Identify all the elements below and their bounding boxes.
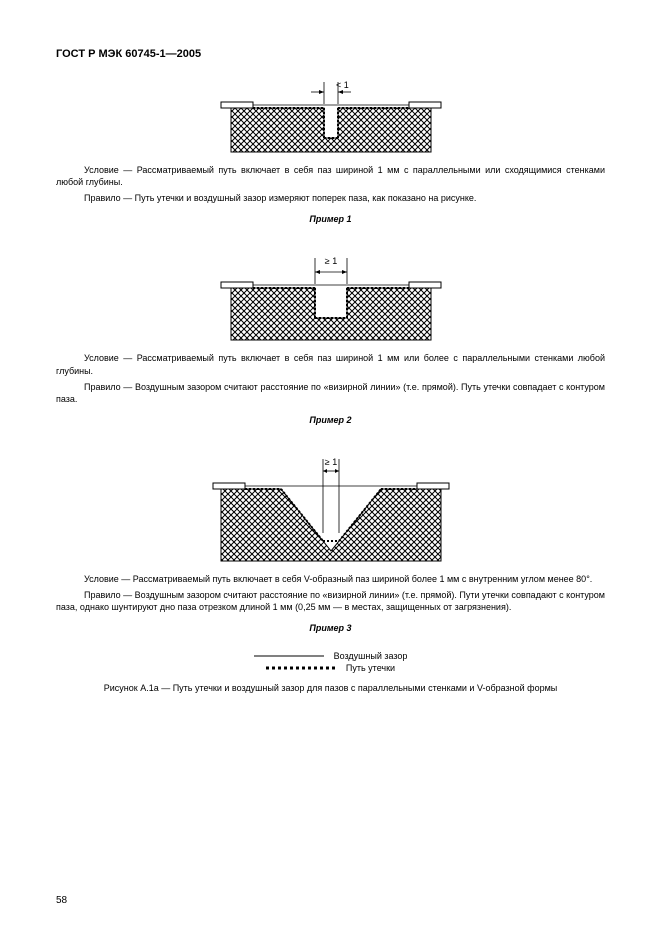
page: ГОСТ Р МЭК 60745-1—2005 < 1 [0, 0, 661, 936]
legend-creepage-label: Путь утечки [346, 663, 395, 673]
figure-2: ≥ 1 [56, 254, 605, 344]
block1-condition: Условие — Рассматриваемый путь включает … [56, 164, 605, 188]
legend-clearance-line [254, 652, 324, 660]
example-3-label: Пример 3 [56, 623, 605, 633]
block3-rule: Правило — Воздушным зазором считают расс… [56, 589, 605, 613]
block2-condition: Условие — Рассматриваемый путь включает … [56, 352, 605, 376]
legend-creepage-line [266, 664, 336, 672]
block1-rule: Правило — Путь утечки и воздушный зазор … [56, 192, 605, 204]
block2-rule: Правило — Воздушным зазором считают расс… [56, 381, 605, 405]
example-1-label: Пример 1 [56, 214, 605, 224]
legend-clearance-label: Воздушный зазор [334, 651, 408, 661]
legend: Воздушный зазор Путь утечки [56, 651, 605, 673]
document-header: ГОСТ Р МЭК 60745-1—2005 [56, 48, 605, 60]
figure-1: < 1 [56, 78, 605, 156]
legend-creepage: Путь утечки [56, 663, 605, 673]
legend-clearance: Воздушный зазор [56, 651, 605, 661]
example-2-label: Пример 2 [56, 415, 605, 425]
block3-condition: Условие — Рассматриваемый путь включает … [56, 573, 605, 585]
fig3-dim-label: ≥ 1 [324, 457, 336, 467]
fig2-dim-label: ≥ 1 [324, 256, 336, 266]
figure-3: ≥ 1 [56, 455, 605, 565]
page-number: 58 [56, 895, 67, 906]
figure-caption: Рисунок А.1а — Путь утечки и воздушный з… [56, 683, 605, 693]
